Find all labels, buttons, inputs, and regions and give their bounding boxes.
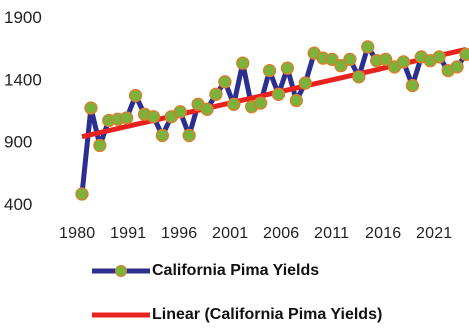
x-tick-label: 2021 — [416, 225, 452, 242]
legend-swatch-linear — [92, 308, 150, 322]
x-tick-label: 1991 — [110, 225, 146, 242]
y-tick-label: 1900 — [4, 8, 42, 27]
data-point — [209, 87, 223, 101]
data-point — [146, 110, 161, 124]
x-tick-label: 2011 — [314, 225, 349, 242]
legend-item-linear: Linear (California Pima Yields) — [92, 306, 382, 324]
data-point — [378, 52, 393, 67]
legend-swatch-yields — [92, 264, 150, 278]
data-point — [352, 70, 366, 84]
y-tick-label: 900 — [4, 133, 32, 152]
data-point — [280, 61, 295, 75]
data-point — [343, 52, 357, 67]
data-point — [75, 187, 89, 201]
data-point — [227, 97, 241, 111]
chart: 400 900 1400 1900 1980 1991 1996 2001 2006 2011 2… — [4, 8, 469, 242]
y-tick-label: 400 — [4, 195, 32, 214]
data-point — [361, 40, 375, 54]
data-point — [155, 128, 170, 143]
data-point — [262, 63, 277, 78]
data-point — [298, 76, 312, 90]
x-tick-label: 1980 — [59, 225, 95, 242]
data-point — [450, 60, 464, 74]
legend-item-yields: California Pima Yields — [92, 262, 319, 280]
y-axis: 400 900 1400 1900 — [4, 8, 42, 214]
data-point — [432, 50, 446, 64]
data-point — [334, 58, 348, 73]
data-point — [218, 75, 232, 89]
data-point — [200, 102, 214, 116]
markers-group — [75, 40, 469, 201]
x-tick-label: 2001 — [212, 225, 248, 242]
data-point — [128, 88, 143, 103]
data-point — [173, 105, 187, 119]
y-tick-label: 1400 — [4, 70, 42, 89]
x-tick-label: 2006 — [263, 225, 299, 242]
data-point — [271, 87, 286, 101]
x-tick-label: 1996 — [161, 225, 197, 242]
data-point — [120, 111, 134, 125]
data-point — [84, 101, 98, 115]
legend-label-linear: Linear (California Pima Yields) — [152, 306, 383, 323]
data-point — [182, 128, 196, 143]
data-point — [405, 78, 420, 93]
x-axis: 1980 1991 1996 2001 2006 2011 2016 2021 — [59, 225, 452, 242]
x-tick-label: 2016 — [365, 225, 401, 242]
data-point — [253, 96, 268, 110]
data-point — [396, 55, 411, 69]
data-point — [325, 52, 339, 67]
data-point — [93, 138, 107, 153]
legend-label-yields: California Pima Yields — [152, 262, 320, 279]
data-point — [459, 47, 469, 62]
data-point — [236, 56, 250, 70]
data-point — [289, 93, 303, 108]
